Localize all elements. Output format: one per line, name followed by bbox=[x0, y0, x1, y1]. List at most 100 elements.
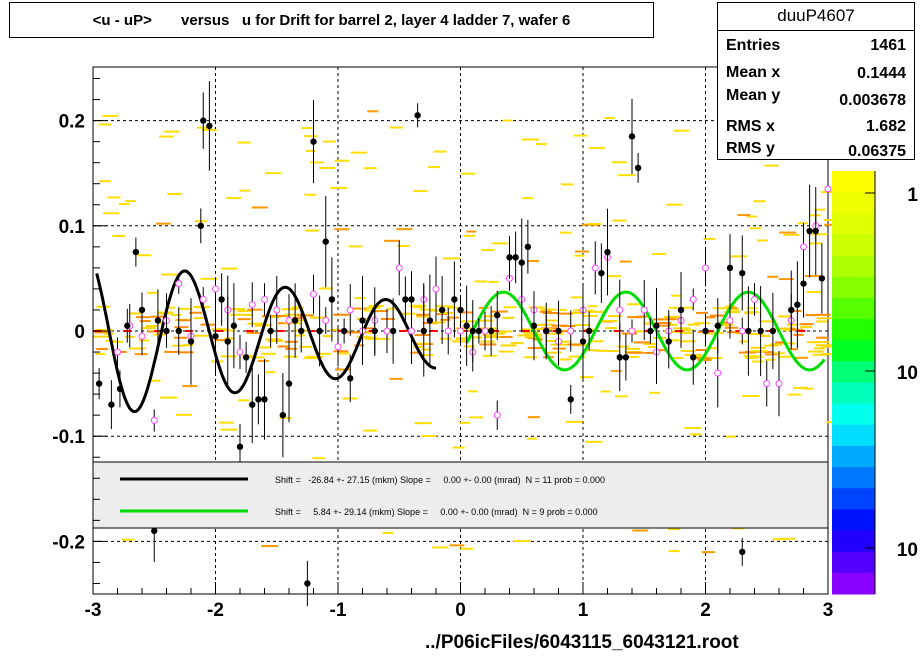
data-point-filled bbox=[414, 112, 421, 119]
histogram-cell bbox=[673, 129, 689, 132]
histogram-cell bbox=[460, 330, 469, 332]
histogram-cell bbox=[164, 350, 181, 353]
histogram-cell bbox=[465, 336, 483, 339]
stat-value-mean-x: 0.1444 bbox=[857, 65, 906, 82]
histogram-cell bbox=[799, 323, 814, 326]
histogram-cell bbox=[137, 254, 151, 257]
histogram-cell bbox=[284, 313, 300, 316]
histogram-cell bbox=[587, 305, 598, 308]
histogram-cell bbox=[452, 340, 468, 343]
histogram-cell bbox=[783, 328, 798, 331]
histogram-cell bbox=[616, 345, 629, 348]
histogram-cell bbox=[767, 275, 779, 278]
data-point-filled bbox=[451, 296, 458, 303]
data-point-filled bbox=[116, 385, 124, 393]
histogram-cell bbox=[284, 340, 298, 343]
histogram-cell bbox=[749, 227, 761, 230]
histogram-cell bbox=[627, 316, 643, 319]
histogram-cell bbox=[492, 332, 506, 335]
histogram-cell bbox=[701, 551, 715, 554]
histogram-cell bbox=[738, 351, 756, 354]
histogram-cell bbox=[527, 260, 540, 263]
histogram-cell bbox=[463, 345, 475, 348]
histogram-cell bbox=[722, 324, 734, 327]
histogram-cell bbox=[687, 323, 700, 326]
source-file-label: ../P06icFiles/6043115_6043121.root bbox=[425, 632, 739, 653]
histogram-cell bbox=[267, 315, 278, 318]
histogram-cell bbox=[446, 306, 460, 309]
histogram-cell bbox=[806, 341, 821, 344]
histogram-cell bbox=[750, 350, 768, 353]
histogram-cell bbox=[718, 321, 729, 324]
stat-label-mean-y: Mean y bbox=[726, 87, 781, 104]
histogram-cell bbox=[439, 337, 452, 340]
histogram-cell bbox=[256, 346, 272, 349]
palette-swatch bbox=[832, 213, 875, 235]
histogram-cell bbox=[246, 330, 255, 332]
histogram-cell bbox=[463, 234, 476, 237]
data-point-filled bbox=[224, 338, 231, 345]
histogram-cell bbox=[387, 307, 398, 310]
histogram-cell bbox=[461, 320, 479, 323]
histogram-cell bbox=[433, 150, 447, 153]
data-point-open bbox=[212, 285, 219, 293]
data-point-filled bbox=[340, 327, 348, 335]
histogram-cell bbox=[632, 330, 647, 333]
histogram-cell bbox=[759, 335, 771, 338]
histogram-cell bbox=[278, 322, 291, 325]
histogram-cell bbox=[777, 355, 793, 358]
histogram-cell bbox=[413, 342, 431, 345]
histogram-cell bbox=[542, 312, 560, 315]
histogram-cell bbox=[502, 316, 515, 319]
histogram-cell bbox=[810, 233, 828, 236]
histogram-cell bbox=[502, 119, 513, 122]
histogram-cell bbox=[220, 428, 238, 431]
data-point-filled bbox=[132, 248, 140, 256]
histogram-cell bbox=[674, 330, 683, 332]
histogram-cell bbox=[429, 309, 446, 312]
histogram-cell bbox=[310, 316, 328, 319]
data-point-open bbox=[444, 327, 452, 335]
histogram-cell bbox=[291, 306, 304, 309]
histogram-cell bbox=[724, 311, 741, 314]
data-point-filled bbox=[328, 296, 336, 303]
histogram-cell bbox=[724, 326, 738, 329]
histogram-cell bbox=[271, 314, 288, 317]
histogram-cell bbox=[189, 311, 203, 314]
histogram-cell bbox=[214, 339, 226, 342]
histogram-cell bbox=[783, 233, 800, 236]
histogram-cell bbox=[436, 305, 454, 308]
histogram-cell bbox=[526, 437, 537, 440]
histogram-cell bbox=[488, 280, 499, 283]
histogram-cell bbox=[730, 255, 747, 258]
histogram-cell bbox=[703, 237, 716, 240]
data-point-open bbox=[138, 332, 146, 340]
data-point-filled bbox=[494, 312, 501, 319]
histogram-cell bbox=[607, 275, 621, 278]
data-point-filled bbox=[206, 122, 213, 130]
histogram-cell bbox=[643, 342, 658, 345]
histogram-cell bbox=[333, 313, 350, 316]
x-tick-label: 2 bbox=[700, 600, 711, 621]
histogram-cell bbox=[567, 343, 581, 346]
stat-value-rms-y: 0.06375 bbox=[848, 143, 906, 160]
histogram-cell bbox=[200, 277, 218, 280]
histogram-cell bbox=[790, 328, 804, 331]
data-point-filled bbox=[95, 380, 103, 387]
histogram-cell bbox=[503, 306, 517, 309]
histogram-cell bbox=[116, 350, 127, 353]
data-point-filled bbox=[457, 306, 464, 314]
histogram-cell bbox=[318, 287, 333, 290]
histogram-cell bbox=[764, 344, 779, 347]
histogram-cell bbox=[225, 308, 241, 311]
y-tick-label: 0.1 bbox=[59, 217, 86, 238]
histogram-cell bbox=[481, 248, 495, 251]
palette-swatch bbox=[832, 171, 875, 193]
histogram-cell bbox=[778, 315, 793, 318]
data-point-filled bbox=[812, 227, 819, 235]
histogram-cell bbox=[307, 330, 316, 332]
data-point-open bbox=[616, 306, 624, 314]
histogram-cell bbox=[230, 313, 245, 316]
plot-title: <u - uP> versus u for Drift for barrel 2… bbox=[92, 12, 571, 29]
fit-legend: Shift = -26.84 +- 27.15 (mkm) Slope = 0.… bbox=[92, 461, 829, 529]
